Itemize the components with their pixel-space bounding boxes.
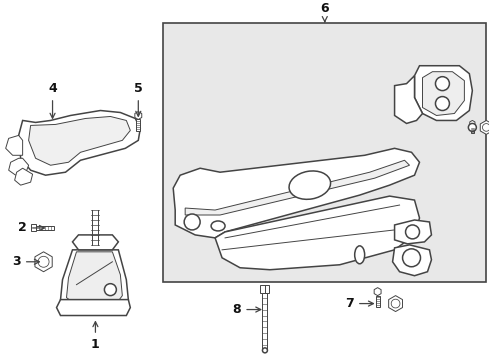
Bar <box>261 285 270 293</box>
Circle shape <box>38 256 49 267</box>
Ellipse shape <box>355 246 365 264</box>
Polygon shape <box>389 296 402 311</box>
Bar <box>163 23 486 282</box>
Circle shape <box>391 299 400 308</box>
Bar <box>36 226 53 230</box>
Bar <box>471 126 474 134</box>
Polygon shape <box>185 160 410 215</box>
Circle shape <box>184 214 200 230</box>
Circle shape <box>263 348 268 353</box>
Polygon shape <box>394 220 432 244</box>
Polygon shape <box>19 111 140 175</box>
Text: 7: 7 <box>345 297 373 310</box>
Bar <box>263 293 268 350</box>
Ellipse shape <box>289 171 331 199</box>
Polygon shape <box>9 158 28 175</box>
Circle shape <box>104 284 116 296</box>
Text: 5: 5 <box>134 82 143 116</box>
Polygon shape <box>35 252 52 272</box>
Circle shape <box>468 123 476 131</box>
Polygon shape <box>6 135 23 155</box>
Text: 2: 2 <box>18 221 45 234</box>
Polygon shape <box>61 250 128 307</box>
Bar <box>376 296 380 307</box>
Polygon shape <box>392 245 432 276</box>
Polygon shape <box>73 235 119 250</box>
Ellipse shape <box>211 221 225 231</box>
Bar <box>30 224 36 231</box>
Text: 1: 1 <box>91 322 100 351</box>
Text: 8: 8 <box>233 303 261 316</box>
Polygon shape <box>470 121 475 126</box>
Bar <box>136 120 140 131</box>
Text: 3: 3 <box>12 255 39 268</box>
Circle shape <box>403 249 420 267</box>
Polygon shape <box>415 66 472 121</box>
Polygon shape <box>374 288 381 296</box>
Circle shape <box>406 225 419 239</box>
Polygon shape <box>394 76 422 123</box>
Polygon shape <box>173 148 419 238</box>
Text: 6: 6 <box>320 3 329 22</box>
Polygon shape <box>67 252 122 303</box>
Polygon shape <box>480 121 490 134</box>
Text: 4: 4 <box>48 82 57 118</box>
Polygon shape <box>28 117 130 165</box>
Polygon shape <box>56 300 130 315</box>
Polygon shape <box>422 72 465 116</box>
Circle shape <box>436 96 449 111</box>
Polygon shape <box>215 196 419 270</box>
Circle shape <box>436 77 449 91</box>
Circle shape <box>483 123 490 131</box>
Polygon shape <box>135 112 142 120</box>
Polygon shape <box>15 168 33 185</box>
